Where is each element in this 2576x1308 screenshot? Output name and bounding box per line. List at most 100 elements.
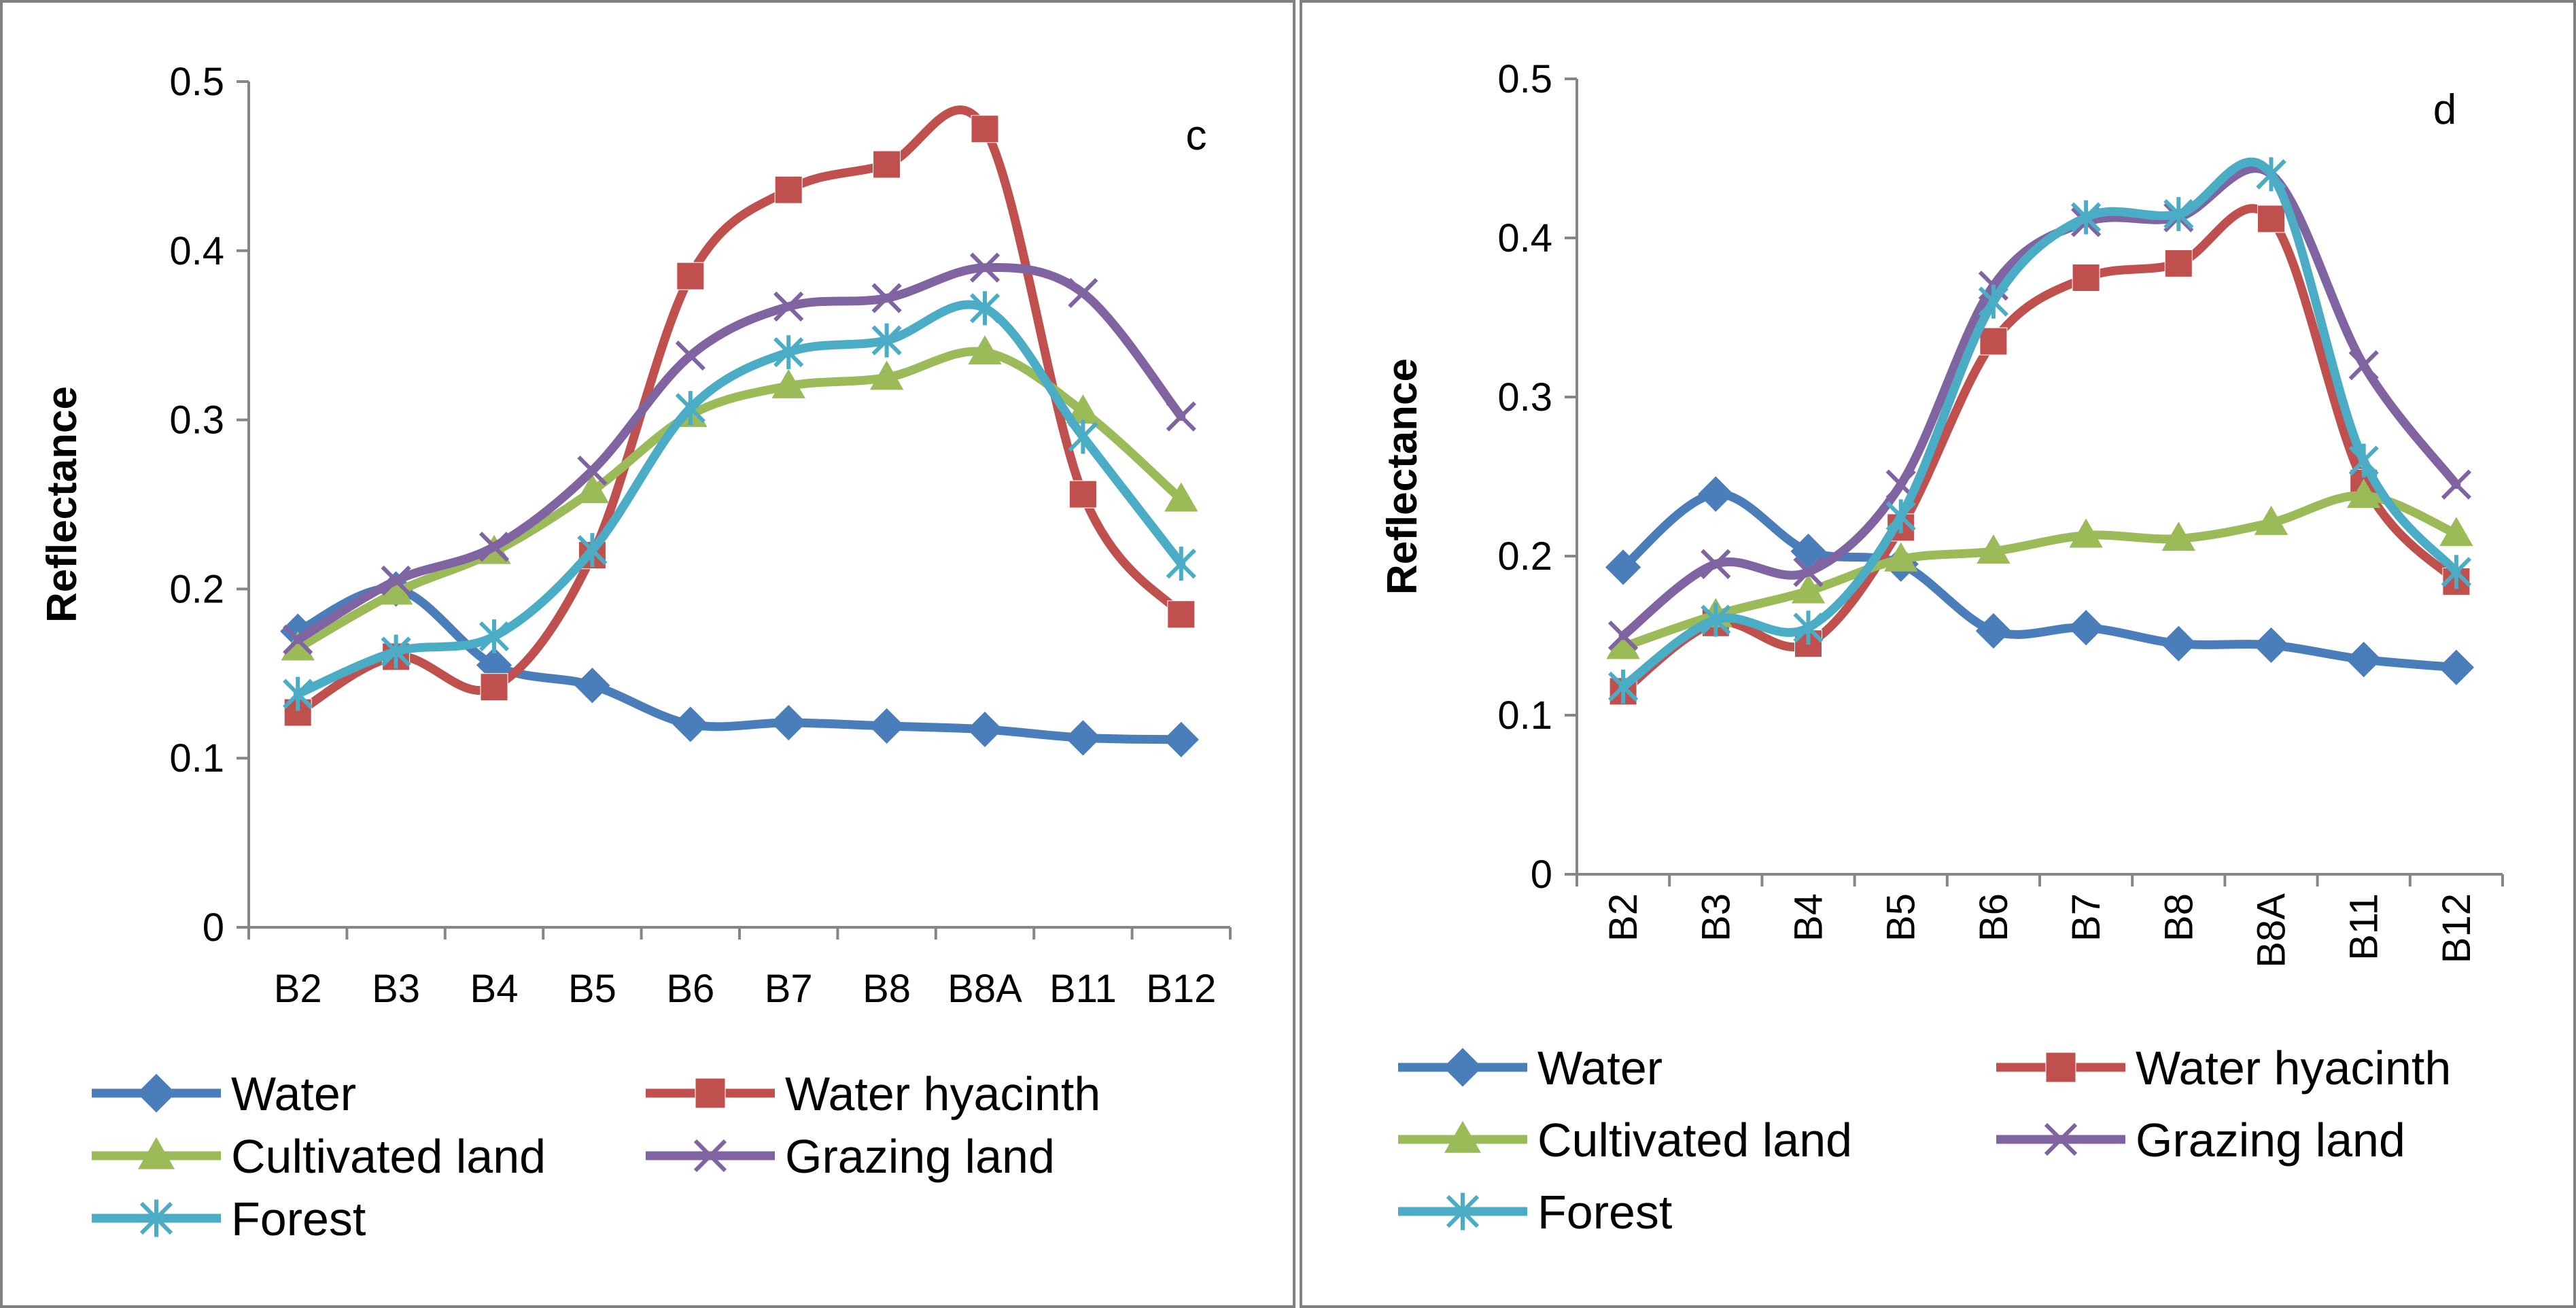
legend-item-water: Water [92, 1067, 356, 1120]
data-point-forest [1607, 669, 1639, 704]
series-forest [283, 291, 1196, 711]
data-point-grazing-land [2348, 350, 2379, 381]
x-tick-label: B4 [1787, 893, 1831, 942]
data-point-grazing-land [773, 291, 804, 322]
legend: Water Water hyacinth Cultivated land Grazin… [92, 1067, 1100, 1245]
legend-marker [693, 1139, 727, 1173]
data-point-water [2438, 649, 2475, 685]
x-tick-label: B8A [947, 967, 1022, 1011]
data-point-forest [381, 634, 411, 669]
data-point-water-hyacinth [480, 673, 508, 702]
legend-marker [1444, 1120, 1482, 1153]
legend-marker [137, 1137, 175, 1169]
y-axis-title: Reflectance [1379, 358, 1426, 595]
chart-border [1300, 0, 2576, 1308]
data-point-forest [2348, 443, 2379, 478]
data-point-grazing-land [871, 283, 902, 313]
y-tick-label: 0.2 [169, 567, 224, 611]
x-tick-label: B8 [863, 967, 911, 1011]
data-point-forest [2441, 555, 2472, 589]
y-tick-label: 0.5 [169, 60, 224, 104]
data-point-water [2346, 641, 2382, 678]
data-point-cultivated-land [771, 368, 805, 398]
data-point-cultivated-land [1791, 574, 1826, 604]
data-point-grazing-land [969, 252, 1000, 283]
y-tick-label: 0 [203, 906, 224, 950]
series-forest [1607, 157, 2472, 704]
legend-item-water-hyacinth: Water hyacinth [1996, 1042, 2451, 1095]
data-point-forest [577, 533, 608, 568]
series-water [1605, 476, 2475, 685]
data-point-water [771, 704, 807, 741]
data-point-cultivated-land [575, 474, 610, 504]
data-point-grazing-land [2441, 469, 2472, 500]
x-tick-label: B6 [666, 967, 714, 1011]
data-point-cultivated-land [2254, 505, 2288, 535]
data-point-water [1975, 613, 2012, 649]
y-tick-label: 0.4 [1497, 216, 1552, 260]
data-point-water-hyacinth [1068, 480, 1097, 509]
data-point-grazing-land [1068, 277, 1098, 309]
legend-item-forest: Forest [1398, 1186, 1672, 1239]
series-line-forest [293, 300, 1186, 699]
legend-marker [139, 1199, 173, 1237]
data-point-grazing-land [577, 455, 608, 486]
data-point-cultivated-land [869, 360, 904, 390]
legend-item-water: Water [1398, 1042, 1663, 1095]
data-point-cultivated-land [1883, 542, 1918, 572]
legend-marker [137, 1073, 176, 1113]
data-point-forest [675, 391, 706, 426]
chart-panel-c: 0 0.1 0.2 0.3 0.4 0.5 B2 B3 B4 B5 B6 B7 B8 B8A B11 B12 R… [0, 0, 1295, 1308]
data-point-forest [1701, 602, 1731, 637]
data-point-forest [1978, 284, 2009, 319]
data-point-water-hyacinth [2072, 264, 2100, 292]
x-tick-label: B6 [1972, 893, 2016, 942]
data-point-grazing-land [1793, 557, 1824, 587]
data-point-water [869, 708, 905, 744]
data-point-water [574, 668, 610, 704]
data-point-water-hyacinth [1167, 600, 1196, 629]
data-point-forest [2163, 196, 2194, 231]
data-point-water [1605, 549, 1641, 585]
series-line-water [293, 584, 1186, 744]
data-point-water [2253, 627, 2289, 664]
series-line-water-hyacinth [293, 105, 1186, 717]
x-tick-label: B12 [2435, 893, 2479, 963]
data-point-forest [1885, 499, 1916, 534]
x-tick-label: B5 [1879, 893, 1924, 942]
data-point-forest [969, 291, 1000, 326]
series-line-water-hyacinth [1618, 204, 2461, 696]
legend-item-forest: Forest [92, 1192, 366, 1245]
data-point-water-hyacinth [971, 115, 999, 143]
data-point-cultivated-land [2069, 518, 2103, 548]
data-point-grazing-land [675, 340, 706, 371]
data-point-forest [1166, 547, 1196, 581]
legend-item-grazing-land: Grazing land [1996, 1114, 2405, 1167]
data-point-water [2161, 625, 2197, 661]
data-point-forest [283, 676, 313, 711]
data-point-cultivated-land [1164, 482, 1198, 512]
data-point-water-hyacinth [873, 150, 901, 179]
y-tick-label: 0.3 [169, 398, 224, 443]
legend-marker [2045, 1052, 2076, 1083]
x-tick-label: B11 [2342, 893, 2386, 961]
series-line-cultivated-land [1618, 491, 2461, 651]
x-tick-label: B12 [1146, 967, 1216, 1011]
legend-marker [695, 1078, 726, 1109]
legend-item-cultivated-land: Cultivated land [1398, 1114, 1852, 1167]
legend-item-water-hyacinth: Water hyacinth [646, 1067, 1100, 1120]
legend-label: Water [231, 1067, 356, 1120]
x-tick-label: B3 [372, 967, 420, 1011]
x-tick-label: B3 [1694, 893, 1738, 942]
chart-svg-c: 0 0.1 0.2 0.3 0.4 0.5 B2 B3 B4 B5 B6 B7 B8 B8A B11 B12 R… [0, 0, 1295, 1308]
legend-label: Water hyacinth [2136, 1042, 2451, 1095]
data-point-grazing-land [1607, 620, 1639, 651]
chart-svg-d: 0 0.1 0.2 0.3 0.4 0.5 B2 B3 B4 B5 B6 B7 B8 B8A B11 B12 R… [1300, 0, 2576, 1308]
data-point-grazing-land [381, 565, 411, 596]
data-point-water-hyacinth [774, 175, 803, 204]
legend-label: Grazing land [785, 1130, 1055, 1183]
data-point-water [2068, 610, 2104, 646]
data-point-cultivated-land [2439, 517, 2473, 547]
legend-label: Forest [231, 1192, 366, 1245]
y-tick-label: 0.3 [1497, 375, 1552, 419]
